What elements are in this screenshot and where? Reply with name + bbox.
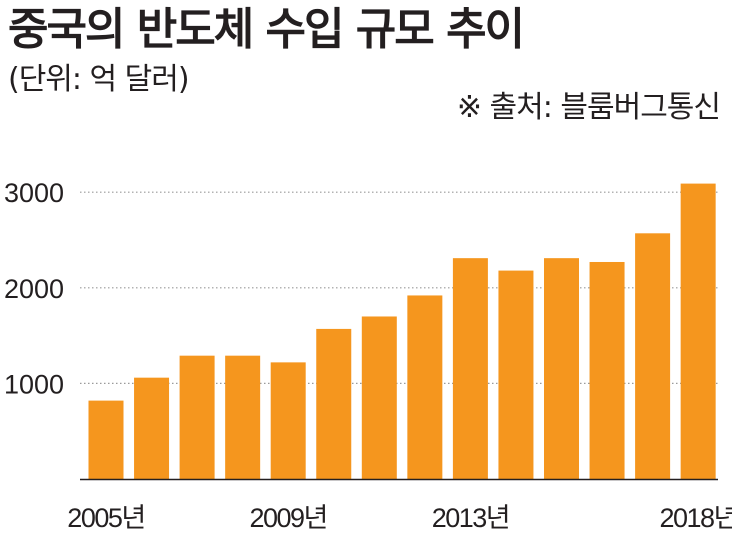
bars: [88, 183, 716, 479]
bar-2011: [361, 316, 397, 479]
x-tick-label: 2009년: [249, 503, 326, 533]
bar-2005: [88, 400, 124, 479]
bar-2008: [225, 355, 261, 479]
bar-2018: [680, 183, 716, 479]
bar-2009: [270, 362, 306, 479]
x-tick-label: 2005년: [67, 503, 144, 533]
bar-2007: [179, 355, 215, 479]
bar-2017: [635, 233, 671, 479]
y-axis-ticks: 1000 2000 3000: [4, 178, 64, 399]
bar-2013: [452, 258, 488, 479]
source-label: ※ 출처: 블룸버그통신: [456, 90, 721, 125]
bar-2015: [544, 258, 579, 479]
y-tick-label: 3000: [4, 178, 64, 208]
y-tick-label: 2000: [4, 274, 64, 304]
x-tick-label: 2018년: [659, 503, 732, 533]
bar-2012: [407, 295, 443, 479]
bar-2014: [498, 270, 534, 479]
x-axis-ticks: 2005년 2009년 2013년 2018년: [67, 503, 732, 533]
chart-title: 중국의 반도체 수입 규모 추이: [8, 4, 525, 55]
x-tick-label: 2013년: [432, 503, 509, 533]
bar-2006: [134, 377, 170, 479]
y-tick-label: 1000: [4, 369, 64, 399]
unit-label: (단위: 억 달러): [8, 62, 190, 97]
bar-2010: [316, 328, 352, 479]
bar-2016: [589, 261, 625, 479]
